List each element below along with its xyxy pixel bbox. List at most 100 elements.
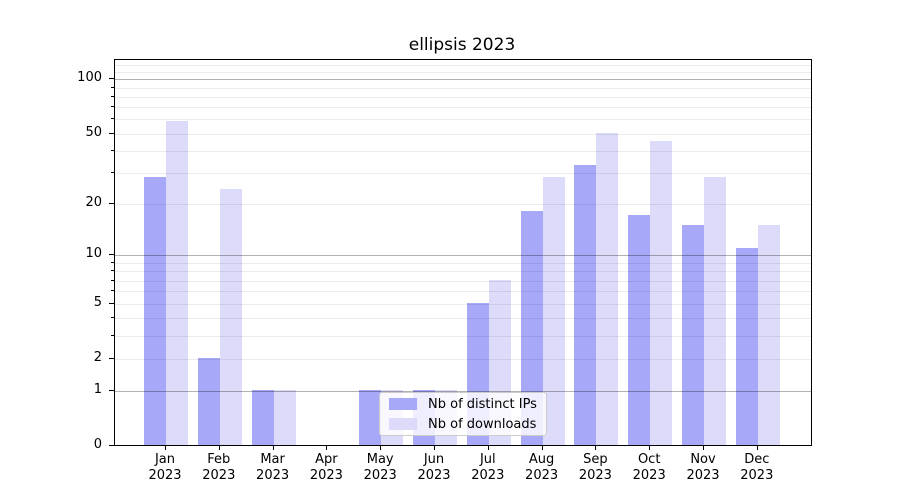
bar-downloads-mar — [273, 389, 296, 445]
bar-downloads-oct — [650, 140, 673, 445]
y-minor-tick-mark — [111, 95, 114, 97]
y-tick-label: 10 — [85, 246, 102, 262]
y-minor-tick-mark — [111, 149, 114, 151]
x-tick-mark — [380, 445, 382, 450]
x-tick-mark — [649, 445, 651, 450]
y-minor-tick-mark — [111, 279, 114, 281]
major-gridline — [115, 79, 811, 81]
minor-gridline — [115, 150, 811, 152]
minor-gridline — [115, 303, 811, 305]
y-tick-mark — [109, 389, 114, 391]
major-gridline — [115, 255, 811, 257]
x-tick-label-may: May 2023 — [363, 452, 397, 483]
legend-entry-downloads: Nb of downloads — [389, 417, 546, 432]
bar-ips-aug — [520, 211, 543, 445]
x-tick-label-sep: Sep 2023 — [578, 452, 612, 483]
x-tick-mark — [165, 445, 166, 450]
minor-gridline — [115, 64, 811, 66]
y-minor-tick-mark — [111, 262, 114, 263]
y-tick-mark — [109, 203, 114, 204]
y-minor-tick-mark — [111, 334, 114, 336]
bar-ips-may — [359, 389, 382, 445]
x-tick-mark — [703, 445, 704, 450]
minor-gridline — [115, 358, 811, 360]
minor-gridline — [115, 133, 811, 135]
x-tick-mark — [218, 445, 220, 450]
x-tick-label-dec: Dec 2023 — [740, 452, 774, 483]
minor-gridline — [115, 119, 811, 121]
legend-swatch-downloads — [389, 418, 417, 430]
bar-downloads-aug — [542, 177, 565, 445]
bar-ips-mar — [251, 389, 274, 445]
minor-gridline — [115, 335, 811, 337]
bar-ips-jan — [144, 177, 166, 445]
minor-gridline — [115, 173, 811, 175]
y-minor-tick-mark — [111, 172, 114, 174]
minor-gridline — [115, 271, 811, 273]
x-tick-label-jul: Jul 2023 — [471, 452, 505, 483]
y-minor-tick-mark — [111, 86, 114, 88]
bar-downloads-nov — [704, 177, 726, 445]
minor-gridline — [115, 204, 811, 205]
x-tick-label-mar: Mar 2023 — [256, 452, 290, 483]
chart-title: ellipsis 2023 — [408, 35, 516, 55]
bar-ips-nov — [682, 224, 704, 445]
bar-ips-feb — [197, 357, 220, 445]
y-minor-tick-mark — [111, 106, 114, 108]
minor-gridline — [115, 71, 811, 73]
legend-label-downloads: Nb of downloads — [428, 416, 537, 432]
y-tick-label: 2 — [93, 349, 102, 365]
legend-swatch-distinct-ips — [389, 398, 417, 410]
legend-entry-distinct-ips: Nb of distinct IPs — [389, 397, 546, 412]
legend-label-distinct-ips: Nb of distinct IPs — [428, 396, 537, 412]
y-tick-mark — [109, 132, 114, 134]
x-tick-label-oct: Oct 2023 — [632, 452, 666, 483]
bar-ips-sep — [574, 164, 597, 445]
x-tick-mark — [595, 445, 597, 450]
minor-gridline — [115, 107, 811, 109]
bar-downloads-dec — [757, 224, 780, 445]
x-tick-label-aug: Aug 2023 — [525, 452, 559, 483]
y-tick-label: 1 — [93, 381, 102, 397]
minor-gridline — [115, 291, 811, 293]
bar-ips-oct — [628, 215, 651, 445]
minor-gridline — [115, 87, 811, 89]
bar-downloads-feb — [219, 189, 242, 445]
x-tick-label-jun: Jun 2023 — [417, 452, 451, 483]
legend: Nb of distinct IPs Nb of downloads — [379, 392, 547, 436]
x-tick-mark — [272, 445, 274, 450]
y-tick-mark — [109, 445, 114, 446]
minor-gridline — [115, 280, 811, 282]
y-tick-label: 0 — [93, 437, 102, 452]
y-tick-mark — [109, 254, 114, 256]
minor-gridline — [115, 263, 811, 264]
minor-gridline — [115, 96, 811, 98]
bar-ips-dec — [735, 247, 758, 445]
y-tick-mark — [109, 357, 114, 359]
minor-gridline — [115, 318, 811, 320]
plot-area — [114, 59, 812, 446]
y-tick-mark — [109, 302, 114, 304]
y-minor-tick-mark — [111, 270, 114, 272]
x-tick-mark — [541, 445, 543, 450]
y-minor-tick-mark — [111, 290, 114, 292]
bar-downloads-sep — [596, 132, 619, 445]
y-tick-label: 5 — [93, 294, 102, 310]
x-tick-label-jan: Jan 2023 — [148, 452, 182, 483]
x-tick-label-apr: Apr 2023 — [309, 452, 343, 483]
y-tick-mark — [109, 78, 114, 80]
y-minor-tick-mark — [111, 118, 114, 120]
x-tick-label-feb: Feb 2023 — [202, 452, 236, 483]
x-tick-label-nov: Nov 2023 — [686, 452, 720, 483]
y-minor-tick-mark — [111, 317, 114, 319]
x-tick-mark — [756, 445, 758, 450]
bar-downloads-jan — [166, 120, 188, 445]
y-tick-label: 100 — [77, 70, 102, 86]
x-tick-mark — [434, 445, 435, 450]
y-tick-label: 20 — [85, 195, 102, 210]
y-tick-label: 50 — [85, 124, 102, 140]
x-tick-mark — [487, 445, 489, 450]
x-tick-mark — [326, 445, 328, 450]
major-gridline — [115, 390, 811, 392]
